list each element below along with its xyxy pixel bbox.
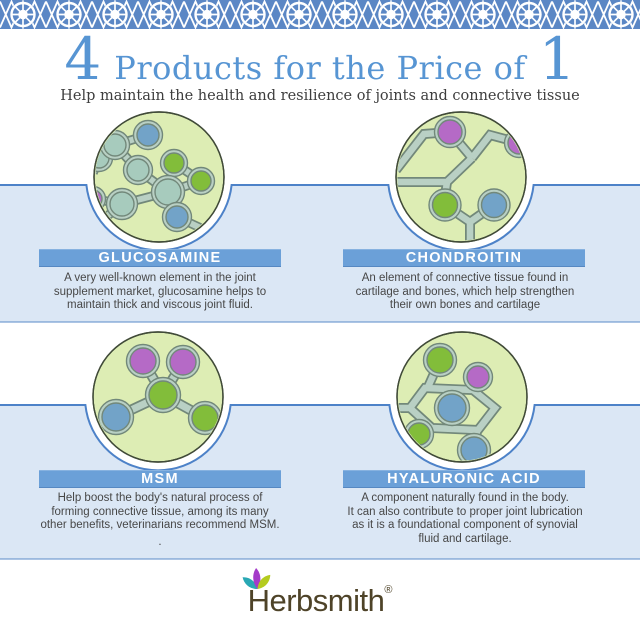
msm-molecule-illustration (92, 331, 224, 463)
title-text: Products for the Price of (114, 49, 526, 87)
chondroitin-description: An element of connective tissue found in… (355, 272, 575, 312)
row2-panel-border (0, 404, 640, 472)
msm-footnote-dot: . (158, 536, 162, 548)
brand-name: Herbsmith (242, 568, 385, 618)
hyaluronic-acid-label-bar: HYALURONIC ACID (343, 470, 585, 488)
registered-mark: ® (384, 584, 393, 596)
brand-logo: Herbsmith® (242, 568, 393, 619)
row1-panel-band (0, 111, 640, 323)
msm-label-bar: MSM (39, 470, 281, 488)
glucosamine-molecule-illustration (93, 111, 225, 243)
row2-panel (0, 405, 640, 560)
chondroitin-molecule-illustration (395, 111, 527, 243)
msm-description: Help boost the body's natural process of… (40, 492, 280, 532)
brand-name-text: Herbsmith (247, 583, 385, 618)
hyaluronic-acid-molecule-illustration (396, 331, 528, 463)
flower-icon (242, 568, 271, 590)
glucosamine-label-bar: GLUCOSAMINE (39, 249, 281, 267)
chondroitin-label-bar: CHONDROITIN (343, 249, 585, 267)
hyaluronic-acid-description: A component naturally found in the body.… (347, 492, 583, 545)
decorative-pattern-band (0, 0, 640, 29)
glucosamine-description: A very well-known element in the joint s… (53, 272, 267, 312)
title-number-4: 4 (64, 25, 102, 93)
page-title: 4 Products for the Price of 1 (0, 30, 640, 88)
title-number-1: 1 (538, 25, 576, 93)
row1-panel-border (0, 184, 640, 252)
page-subtitle: Help maintain the health and resilience … (60, 88, 580, 104)
row1-panel (0, 185, 640, 323)
row2-panel-band (0, 331, 640, 560)
